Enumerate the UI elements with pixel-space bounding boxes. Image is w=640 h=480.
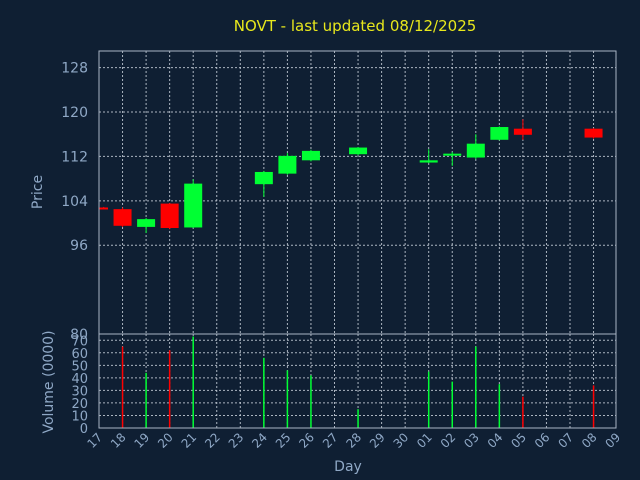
volume-panel-frame <box>98 333 617 429</box>
price-tick-label: 80 <box>70 327 88 343</box>
volume-tick-label: 70 <box>71 334 88 349</box>
candle-body <box>466 143 485 158</box>
volume-tick-label: 0 <box>80 422 88 437</box>
chart-title: NOVT - last updated 08/12/2025 <box>234 17 477 35</box>
price-tick-label: 112 <box>61 149 88 165</box>
price-tick-label: 128 <box>61 61 88 77</box>
candle-body <box>419 160 438 163</box>
candle-body <box>584 128 603 138</box>
candle-body <box>513 128 532 135</box>
candle-body <box>301 150 320 161</box>
price-tick-label: 96 <box>70 238 88 254</box>
candle-body <box>278 155 297 174</box>
candle-body <box>137 219 156 227</box>
volume-tick-label: 60 <box>71 347 88 362</box>
price-tick-label: 120 <box>61 105 88 121</box>
candle-body <box>160 203 179 229</box>
candle-body <box>349 147 368 155</box>
price-tick-label: 104 <box>61 194 88 210</box>
candle-body <box>99 207 108 210</box>
volume-tick-label: 40 <box>71 372 88 387</box>
volume-axis-label: Volume (0000) <box>41 330 57 433</box>
candle-body <box>113 209 132 226</box>
x-tick-labels: 17 18 19 20 21 22 23 24 25 26 27 28 29 30 01 02 03 04 05 06… <box>84 430 623 451</box>
candle-body <box>254 171 273 185</box>
candle-body <box>184 183 203 228</box>
price-tick-labels: 80 96 104 112 120 128 <box>61 61 88 343</box>
candles <box>99 119 603 234</box>
volume-tick-label: 30 <box>71 384 88 399</box>
volume-tick-label: 50 <box>71 359 88 374</box>
volume-tick-label: 20 <box>71 397 88 412</box>
price-axis-label: Price <box>30 175 46 209</box>
candle-body <box>443 153 462 156</box>
volume-bars <box>121 336 595 428</box>
candle-body <box>490 127 509 140</box>
x-axis-label: Day <box>334 459 362 475</box>
volume-tick-label: 10 <box>71 409 88 424</box>
